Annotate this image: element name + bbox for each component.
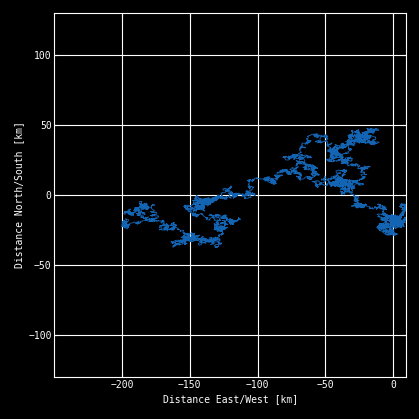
X-axis label: Distance East/West [km]: Distance East/West [km]: [163, 394, 298, 404]
Y-axis label: Distance North/South [km]: Distance North/South [km]: [14, 122, 24, 268]
